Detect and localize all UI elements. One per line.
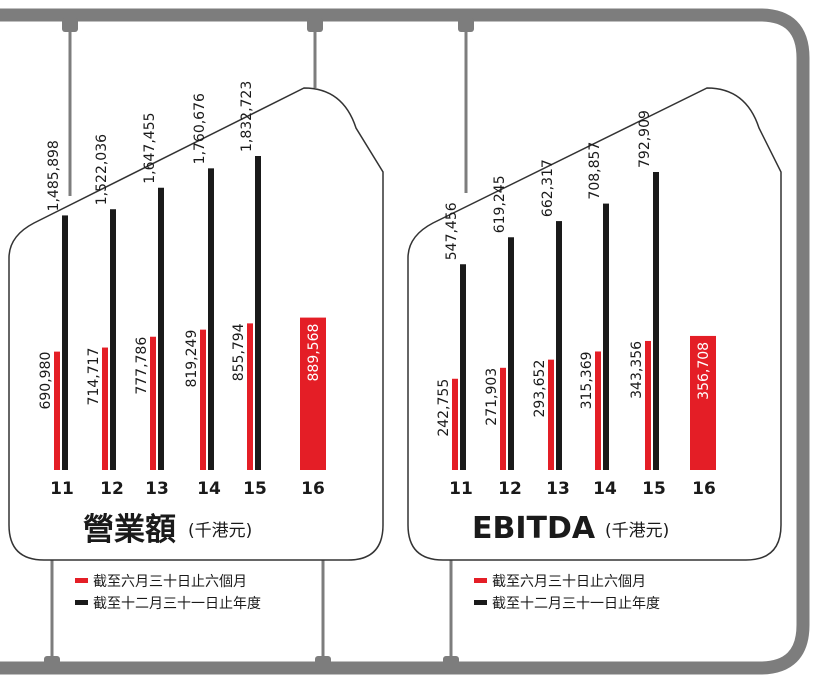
- bar-first-half-highlight: [300, 317, 326, 470]
- bar-full-year: [653, 172, 659, 470]
- clip-top-2: [307, 18, 323, 32]
- bar-full-year: [208, 168, 214, 470]
- x-tick-label: 12: [100, 479, 124, 499]
- clip-bottom-3: [443, 656, 459, 670]
- ebitda-unit: (千港元): [605, 521, 669, 541]
- data-label-first-half: 315,369: [579, 351, 595, 409]
- legend-swatch-full-year: [75, 600, 88, 605]
- x-tick-label: 13: [546, 479, 570, 499]
- legend-label-full-year: 截至十二月三十一日止年度: [492, 596, 660, 612]
- clip-bottom-2: [315, 656, 331, 670]
- x-tick-label: 13: [145, 479, 169, 499]
- bar-first-half: [54, 351, 60, 470]
- revenue-chart-marks: 690,980 1,485,898 11 714,717 1,522,036 12 777,…: [38, 81, 326, 499]
- bar-first-half: [102, 347, 108, 470]
- bar-first-half: [200, 329, 206, 470]
- x-tick-label: 11: [449, 479, 473, 499]
- wire-clips: [44, 18, 474, 670]
- bar-full-year: [255, 156, 261, 470]
- bar-first-half: [150, 336, 156, 470]
- ebitda-chart-marks: 242,755 547,456 11 271,903 619,245 12 293,652 6…: [436, 110, 716, 499]
- clip-top-3: [458, 18, 474, 32]
- data-label-full-year: 1,832,723: [239, 81, 255, 152]
- legend-label-first-half: 截至六月三十日止六個月: [492, 574, 646, 590]
- legend-label-first-half: 截至六月三十日止六個月: [93, 574, 247, 590]
- data-label-full-year: 792,909: [637, 110, 653, 168]
- data-label-full-year: 1,485,898: [46, 140, 62, 211]
- data-label-first-half: 293,652: [532, 360, 548, 418]
- data-label-first-half: 889,568: [306, 324, 322, 382]
- x-tick-label: 16: [301, 479, 325, 499]
- bar-first-half: [595, 351, 601, 470]
- data-label-full-year: 1,760,676: [192, 93, 208, 164]
- data-label-full-year: 1,522,036: [94, 134, 110, 205]
- data-label-first-half: 777,786: [134, 337, 150, 395]
- x-tick-label: 14: [197, 479, 221, 499]
- bar-first-half: [247, 323, 253, 470]
- outer-frame: [0, 8, 810, 675]
- clip-bottom-1: [44, 656, 60, 670]
- data-label-full-year: 619,245: [492, 175, 508, 233]
- legend-swatch-full-year: [474, 600, 487, 605]
- clip-top-1: [62, 18, 78, 32]
- x-tick-label: 16: [692, 479, 716, 499]
- data-label-full-year: 662,317: [540, 159, 556, 217]
- ebitda-title: EBITDA: [472, 511, 596, 546]
- data-label-first-half: 271,903: [484, 368, 500, 426]
- data-label-first-half: 855,794: [231, 323, 247, 381]
- bar-first-half: [548, 359, 554, 470]
- hanging-wires: [50, 24, 468, 662]
- bar-full-year: [158, 187, 164, 470]
- data-label-first-half: 690,980: [38, 352, 54, 410]
- data-label-first-half: 819,249: [184, 330, 200, 388]
- data-label-full-year: 708,857: [587, 142, 603, 200]
- x-tick-label: 14: [593, 479, 617, 499]
- data-label-first-half: 343,356: [629, 341, 645, 399]
- legend-revenue: 截至六月三十日止六個月 截至十二月三十一日止年度: [75, 574, 261, 612]
- data-label-full-year: 1,647,455: [142, 112, 158, 183]
- data-label-full-year: 547,456: [444, 202, 460, 260]
- revenue-title: 營業額: [83, 512, 176, 548]
- bar-first-half: [645, 340, 651, 470]
- x-tick-label: 11: [50, 479, 74, 499]
- bar-full-year: [603, 203, 609, 471]
- bar-full-year: [508, 237, 514, 470]
- bar-first-half-highlight: [690, 335, 716, 470]
- bar-full-year: [62, 215, 68, 470]
- data-label-first-half: 356,708: [696, 342, 712, 400]
- data-label-first-half: 242,755: [436, 379, 452, 437]
- legend-ebitda: 截至六月三十日止六個月 截至十二月三十一日止年度: [474, 574, 660, 612]
- bar-full-year: [460, 264, 466, 470]
- revenue-unit: (千港元): [188, 521, 252, 541]
- legend-label-full-year: 截至十二月三十一日止年度: [93, 596, 261, 612]
- bar-first-half: [500, 367, 506, 470]
- legend-swatch-first-half: [75, 578, 88, 583]
- bar-full-year: [110, 209, 116, 471]
- data-label-first-half: 714,717: [86, 348, 102, 406]
- x-tick-label: 12: [498, 479, 522, 499]
- x-tick-label: 15: [243, 479, 267, 499]
- legend-swatch-first-half: [474, 578, 487, 583]
- x-tick-label: 15: [642, 479, 666, 499]
- bar-full-year: [556, 221, 562, 470]
- bar-first-half: [452, 378, 458, 470]
